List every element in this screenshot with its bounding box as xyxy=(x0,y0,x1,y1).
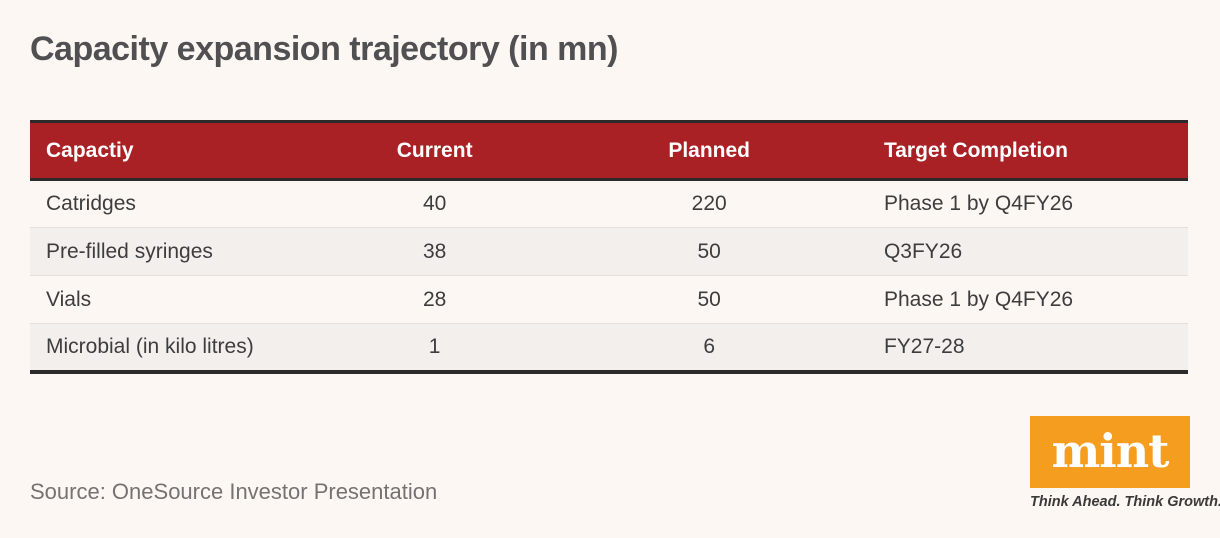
column-header-capacity: Capactiy xyxy=(46,138,134,162)
cell-planned: 6 xyxy=(703,334,716,358)
cell-planned: 220 xyxy=(691,192,727,215)
cell-capacity: Pre-filled syringes xyxy=(46,239,213,263)
cell-target-completion: Q3FY26 xyxy=(883,239,963,263)
cell-target-completion: Phase 1 by Q4FY26 xyxy=(883,287,1074,311)
mint-tagline: Think Ahead. Think Growth. xyxy=(1030,494,1220,510)
mint-logo: mint xyxy=(1030,416,1190,488)
capacity-table-container: Capactiy Current Planned Target Completi… xyxy=(30,120,1188,374)
table-header-row: Capactiy Current Planned Target Completi… xyxy=(30,121,1188,180)
table-row: Catridges 40 220 Phase 1 by Q4FY26 xyxy=(30,180,1188,228)
table-row: Pre-filled syringes 38 50 Q3FY26 xyxy=(30,227,1188,276)
cell-capacity: Microbial (in kilo litres) xyxy=(46,334,254,358)
column-header-target-completion: Target Completion xyxy=(883,138,1068,162)
cell-capacity: Catridges xyxy=(46,192,136,215)
table-row: Vials 28 50 Phase 1 by Q4FY26 xyxy=(30,275,1188,324)
mint-logo-wordmark: mint xyxy=(1051,424,1170,479)
page-title: Capacity expansion trajectory (in mn) xyxy=(30,30,619,68)
cell-capacity: Vials xyxy=(46,287,92,311)
table-row: Microbial (in kilo litres) 1 6 FY27-28 xyxy=(30,323,1188,372)
table-body: Catridges 40 220 Phase 1 by Q4FY26 Pre-f… xyxy=(30,180,1188,372)
cell-current: 38 xyxy=(422,239,447,263)
column-header-planned: Planned xyxy=(668,138,751,162)
cell-target-completion: Phase 1 by Q4FY26 xyxy=(883,192,1074,215)
table-header: Capactiy Current Planned Target Completi… xyxy=(30,121,1188,180)
cell-target-completion: FY27-28 xyxy=(883,334,965,358)
cell-planned: 50 xyxy=(697,239,721,263)
column-header-current: Current xyxy=(396,138,473,162)
mint-branding: mint Think Ahead. Think Growth. xyxy=(1030,416,1220,510)
source-attribution: Source: OneSource Investor Presentation xyxy=(30,479,438,504)
capacity-table: Capactiy Current Planned Target Completi… xyxy=(30,120,1188,374)
cell-planned: 50 xyxy=(697,287,721,311)
cell-current: 28 xyxy=(422,287,447,311)
cell-current: 1 xyxy=(428,334,441,358)
cell-current: 40 xyxy=(422,192,447,215)
